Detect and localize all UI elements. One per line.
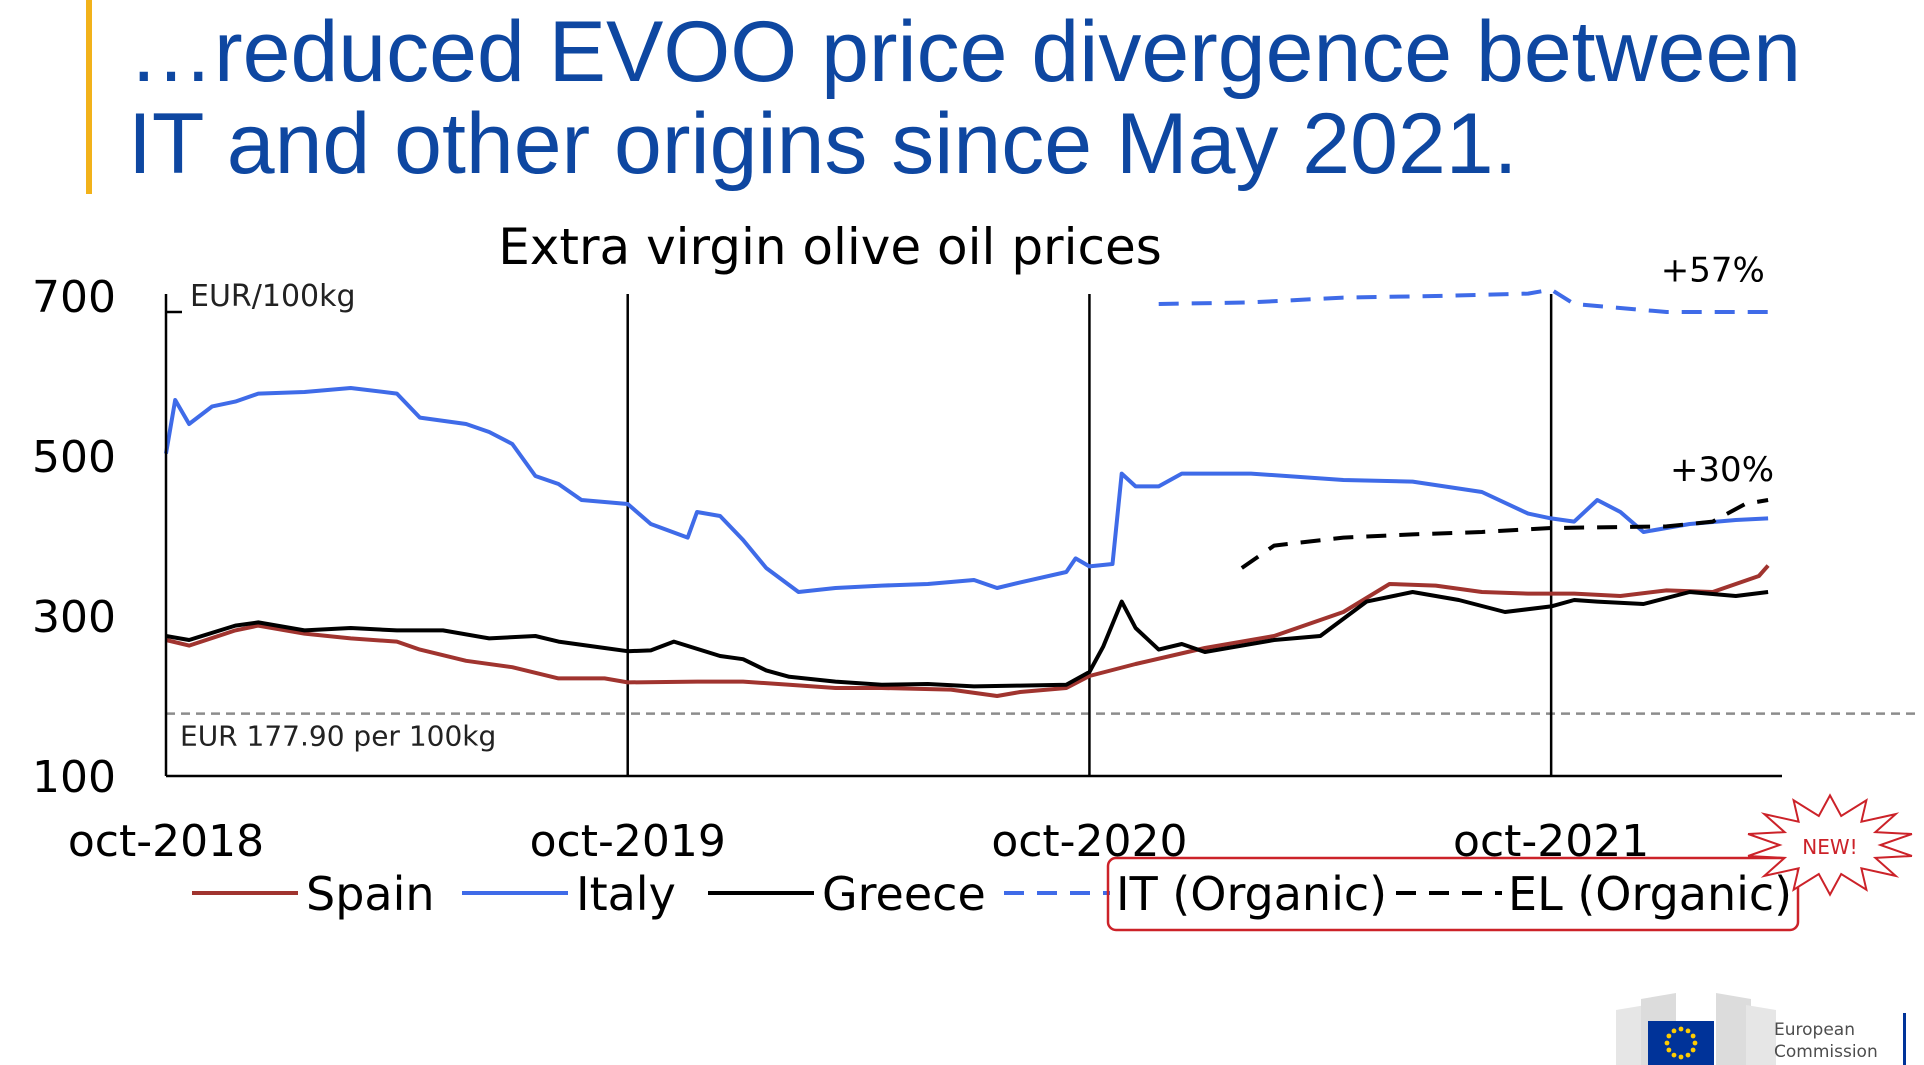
change-annotation: +30% [1670, 450, 1774, 490]
reference-line-label: EUR 177.90 per 100kg [180, 720, 496, 753]
y-tick-label: 300 [32, 592, 116, 643]
x-tick-label: oct-2018 [68, 816, 264, 867]
logo-line1: European [1774, 1020, 1855, 1040]
x-tick-label: oct-2019 [530, 816, 726, 867]
y-tick-label: 700 [32, 272, 116, 323]
logo-divider [1903, 1013, 1906, 1065]
y-tick-label: 500 [32, 432, 116, 483]
series-line-it-organic [1158, 287, 1769, 314]
series-line-spain [165, 564, 1770, 698]
chart-container: Extra virgin olive oil prices EUR/100kg EU… [0, 200, 1924, 980]
legend-label: EL (Organic) [1508, 867, 1792, 921]
eu-star [1664, 1040, 1670, 1046]
european-commission-logo: European Commission [1616, 993, 1906, 1065]
eu-star [1678, 1026, 1684, 1032]
organic-legend-highlight-box [1106, 856, 1800, 932]
legend-label: Italy [576, 867, 676, 921]
eu-star [1685, 1052, 1691, 1058]
series-line-greece [165, 590, 1769, 689]
eu-star [1666, 1033, 1672, 1039]
eu-star [1690, 1047, 1696, 1053]
slide-title-line1: …reduced EVOO price divergence between [128, 4, 1802, 100]
line-chart: Extra virgin olive oil prices EUR/100kg EU… [32, 218, 1920, 932]
eu-star [1678, 1054, 1684, 1060]
eu-star [1671, 1052, 1677, 1058]
eu-star [1671, 1028, 1677, 1034]
x-tick-label: oct-2021 [1453, 816, 1649, 867]
series-line-el-organic [1240, 498, 1769, 570]
x-tick-label: oct-2020 [991, 816, 1187, 867]
eu-star [1692, 1040, 1698, 1046]
eu-star [1685, 1028, 1691, 1034]
change-annotation: +57% [1661, 251, 1765, 291]
logo-line2: Commission [1774, 1042, 1878, 1062]
new-badge-label: NEW! [1802, 835, 1857, 859]
y-tick-label: 100 [32, 752, 116, 803]
eu-star [1690, 1033, 1696, 1039]
legend-label: Greece [822, 867, 986, 921]
accent-bar [86, 0, 92, 194]
new-starburst-icon [1747, 793, 1913, 897]
y-axis-unit-label: EUR/100kg [190, 279, 356, 314]
legend-label: Spain [306, 867, 435, 921]
eu-star [1666, 1047, 1672, 1053]
legend-label: IT (Organic) [1116, 867, 1387, 921]
series-line-italy [164, 386, 1769, 594]
chart-title: Extra virgin olive oil prices [498, 218, 1162, 276]
slide-title: …reduced EVOO price divergence between I… [128, 6, 1888, 190]
eu-stars-icon [1664, 1026, 1698, 1060]
slide-title-line2: IT and other origins since May 2021. [128, 96, 1518, 192]
